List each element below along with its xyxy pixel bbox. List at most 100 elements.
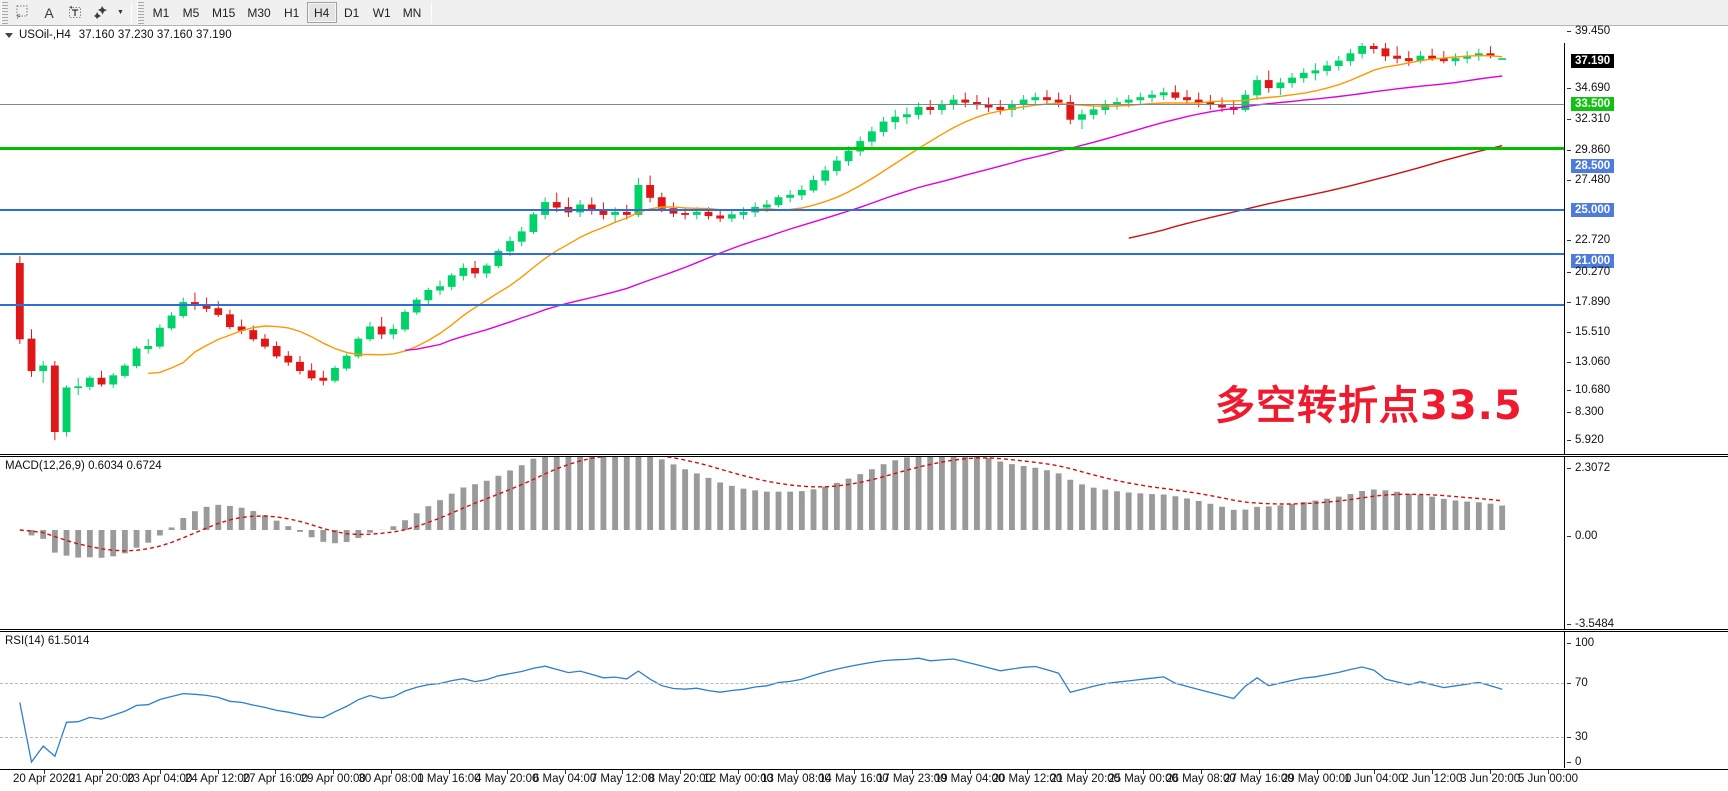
time-tick bbox=[506, 770, 508, 774]
time-tick bbox=[448, 770, 450, 774]
price-series-canvas bbox=[15, 43, 1507, 441]
time-label: 30 Apr 08:00 bbox=[358, 773, 424, 785]
rsi-line bbox=[19, 657, 1503, 764]
symbol-name: USOil-,H4 bbox=[19, 29, 71, 41]
last-price-line bbox=[0, 104, 1564, 105]
time-label: 20 May 12:00 bbox=[992, 773, 1063, 785]
time-tick bbox=[853, 770, 855, 774]
time-label: 24 Apr 12:00 bbox=[184, 773, 251, 785]
price-badge-33-500[interactable]: 33.500 bbox=[1571, 97, 1615, 111]
macd-plot-area[interactable]: MACD(12,26,9) 0.6034 0.6724 bbox=[0, 457, 1564, 629]
time-tick bbox=[680, 770, 682, 774]
rsi-tick: 0 bbox=[1565, 756, 1728, 769]
time-tick bbox=[1490, 770, 1492, 774]
time-label: 21 May 20:00 bbox=[1050, 773, 1121, 785]
time-label: 26 May 08:00 bbox=[1166, 773, 1236, 785]
price-tick: 34.690 bbox=[1565, 82, 1728, 95]
rsi-tick: 30 bbox=[1565, 731, 1728, 744]
time-tick bbox=[159, 770, 161, 774]
level-line-21-000[interactable] bbox=[0, 304, 1564, 306]
rsi-level-30 bbox=[0, 737, 1564, 738]
symbol-ohlc: 37.160 37.230 37.160 37.190 bbox=[78, 29, 232, 41]
time-label: 5 Jun 00:00 bbox=[1517, 773, 1579, 785]
time-label: 27 Apr 16:00 bbox=[242, 773, 308, 785]
price-badge-21-000[interactable]: 21.000 bbox=[1571, 254, 1615, 268]
time-tick bbox=[1143, 770, 1145, 774]
objects-dropdown-caret-icon[interactable]: ▼ bbox=[117, 9, 124, 16]
time-tick bbox=[622, 770, 624, 774]
time-tick bbox=[1432, 770, 1434, 774]
time-label: 25 May 00:00 bbox=[1108, 773, 1178, 785]
toolbar-drag-handle[interactable] bbox=[1, 1, 8, 24]
rsi-tick: 100 bbox=[1565, 637, 1728, 650]
objects-icon[interactable] bbox=[88, 2, 114, 24]
time-tick bbox=[1027, 770, 1029, 774]
price-plot-area[interactable]: 多空转折点33.5 bbox=[0, 43, 1564, 455]
time-label: 2 Jun 12:00 bbox=[1402, 773, 1463, 785]
rsi-plot-area[interactable]: RSI(14) 61.5014 bbox=[0, 632, 1564, 768]
price-axis[interactable]: 39.450 37.190 34.690 33.500 32.310 29.860 28.5… bbox=[1564, 25, 1728, 454]
time-label: 6 May 04:00 bbox=[532, 773, 597, 785]
rsi-series-canvas bbox=[19, 657, 1503, 764]
time-label: 29 Apr 00:00 bbox=[300, 773, 366, 785]
timeframe-h1[interactable]: H1 bbox=[284, 5, 300, 20]
svg-text:F: F bbox=[17, 15, 21, 21]
time-axis[interactable]: 20 Apr 2020 21 Apr 20:00 23 Apr 04:00 24 Ap… bbox=[0, 769, 1728, 791]
price-tick: 32.310 bbox=[1565, 113, 1728, 126]
time-tick bbox=[1316, 770, 1318, 774]
rsi-level-70 bbox=[0, 683, 1564, 684]
time-tick bbox=[1258, 770, 1260, 774]
time-label: 27 May 16:00 bbox=[1223, 773, 1294, 785]
time-label: 17 May 23:00 bbox=[876, 773, 947, 785]
price-tick: 13.060 bbox=[1565, 356, 1728, 369]
timeframe-mn[interactable]: MN bbox=[402, 5, 422, 20]
time-tick bbox=[1374, 770, 1376, 774]
time-tick bbox=[738, 770, 740, 774]
time-label: 7 May 12:00 bbox=[590, 773, 655, 785]
level-line-25-000[interactable] bbox=[0, 253, 1564, 255]
macd-series-canvas bbox=[19, 457, 1506, 558]
time-tick bbox=[1548, 770, 1549, 774]
timeframe-h4[interactable]: H4 bbox=[306, 2, 337, 23]
price-tick: 29.860 bbox=[1565, 144, 1728, 157]
price-tick: 10.680 bbox=[1565, 384, 1728, 397]
timeframe-m15[interactable]: M15 bbox=[212, 5, 236, 20]
text-box-icon[interactable] bbox=[62, 2, 88, 24]
collapse-triangle-icon[interactable] bbox=[5, 32, 13, 38]
time-label: 4 May 20:00 bbox=[475, 773, 539, 785]
time-tick bbox=[564, 770, 566, 774]
time-label: 1 Jun 04:00 bbox=[1344, 773, 1405, 785]
price-tick: 15.510 bbox=[1565, 326, 1728, 339]
time-tick bbox=[101, 770, 103, 774]
level-line-33-500[interactable] bbox=[0, 147, 1564, 150]
macd-tick: 0.00 bbox=[1565, 530, 1728, 543]
time-tick bbox=[911, 770, 913, 774]
timeframe-m5[interactable]: M5 bbox=[182, 5, 200, 20]
time-label: 19 May 04:00 bbox=[934, 773, 1005, 785]
crosshair-icon[interactable]: F bbox=[10, 2, 36, 24]
macd-pane: MACD(12,26,9) 0.6034 0.6724 2.3072 0.00 -3… bbox=[0, 456, 1728, 630]
main-toolbar: F A ▼ M1 M5 M15 M30 H1 H4 D1 bbox=[0, 0, 1728, 26]
timeframe-m1[interactable]: M1 bbox=[152, 5, 170, 20]
price-tick: 20.270 bbox=[1565, 266, 1728, 279]
price-badge-last: 37.190 bbox=[1571, 54, 1615, 68]
time-tick bbox=[333, 770, 335, 774]
timeframe-w1[interactable]: W1 bbox=[372, 5, 391, 20]
rsi-pane: RSI(14) 61.5014 100 70 30 0 bbox=[0, 631, 1728, 768]
level-line-28-500[interactable] bbox=[0, 209, 1564, 211]
price-badge-25-000[interactable]: 25.000 bbox=[1571, 203, 1615, 217]
time-tick bbox=[1200, 770, 1202, 774]
rsi-axis[interactable]: 100 70 30 0 bbox=[1564, 632, 1728, 768]
macd-tick: 2.3072 bbox=[1565, 462, 1728, 475]
timeframe-m30[interactable]: M30 bbox=[247, 5, 271, 20]
price-badge-28-500[interactable]: 28.500 bbox=[1571, 159, 1615, 173]
macd-axis[interactable]: 2.3072 0.00 -3.5484 bbox=[1564, 457, 1728, 630]
text-label-icon[interactable]: A bbox=[44, 4, 54, 21]
time-tick bbox=[275, 770, 277, 774]
timeframe-d1[interactable]: D1 bbox=[344, 5, 360, 20]
timeframe-drag-handle[interactable] bbox=[137, 1, 144, 24]
price-pane: 多空转折点33.5 39.450 37.190 34.690 33.500 32.310… bbox=[0, 25, 1728, 455]
time-label: 21 Apr 20:00 bbox=[69, 773, 135, 785]
price-tick: 17.890 bbox=[1565, 296, 1728, 309]
